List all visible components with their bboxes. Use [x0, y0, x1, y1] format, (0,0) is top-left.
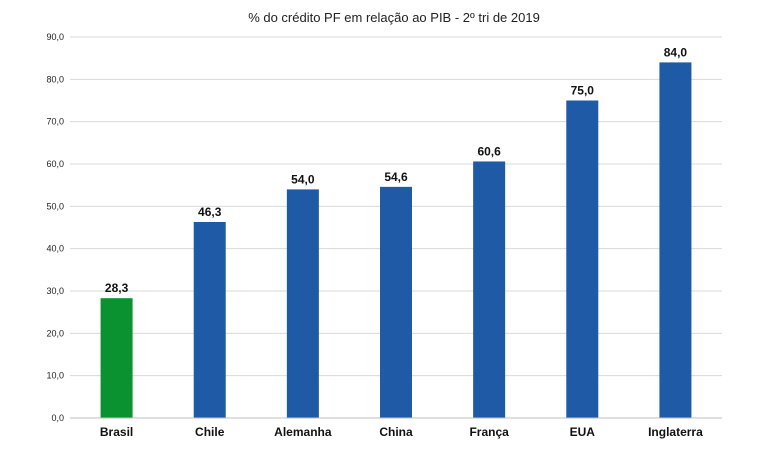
bar-frança	[473, 161, 506, 418]
y-tick-label: 0,0	[51, 413, 64, 423]
y-tick-label: 60,0	[46, 159, 64, 169]
x-tick-label: França	[469, 425, 509, 439]
y-tick-label: 20,0	[46, 328, 64, 338]
data-labels: 28,3 46,3 54,0 54,6 60,6 75,0 84,0	[105, 45, 688, 295]
data-label: 28,3	[105, 281, 129, 295]
x-tick-label: Brasil	[100, 425, 133, 439]
bar-alemanha	[286, 189, 319, 418]
data-label: 54,6	[384, 170, 408, 184]
bar-chile	[193, 221, 226, 418]
y-axis-tick-labels: 0,0 10,0 20,0 30,0 40,0 50,0 60,0 70,0 80,0 90,0	[46, 32, 64, 423]
data-label: 60,6	[477, 144, 501, 158]
y-tick-label: 50,0	[46, 201, 64, 211]
data-label: 46,3	[198, 205, 222, 219]
y-tick-label: 30,0	[46, 286, 64, 296]
bars	[100, 62, 692, 419]
x-axis-tick-labels: Brasil Chile Alemanha China França EUA Inglate…	[100, 425, 703, 439]
y-tick-label: 10,0	[46, 371, 64, 381]
y-tick-label: 90,0	[46, 32, 64, 42]
x-tick-label: Inglaterra	[648, 425, 703, 439]
x-tick-label: Chile	[195, 425, 225, 439]
x-tick-label: Alemanha	[274, 425, 332, 439]
bar-inglaterra	[659, 62, 692, 419]
x-tick-label: EUA	[570, 425, 596, 439]
bar-eua	[566, 100, 599, 418]
bar-brasil	[100, 298, 133, 418]
y-tick-label: 70,0	[46, 117, 64, 127]
y-tick-label: 80,0	[46, 74, 64, 84]
data-label: 54,0	[291, 172, 315, 186]
data-label: 84,0	[664, 45, 688, 59]
chart-title: % do crédito PF em relação ao PIB - 2º t…	[248, 10, 540, 25]
bar-china	[380, 186, 412, 418]
data-label: 75,0	[571, 84, 595, 98]
y-tick-label: 40,0	[46, 244, 64, 254]
x-tick-label: China	[379, 425, 413, 439]
